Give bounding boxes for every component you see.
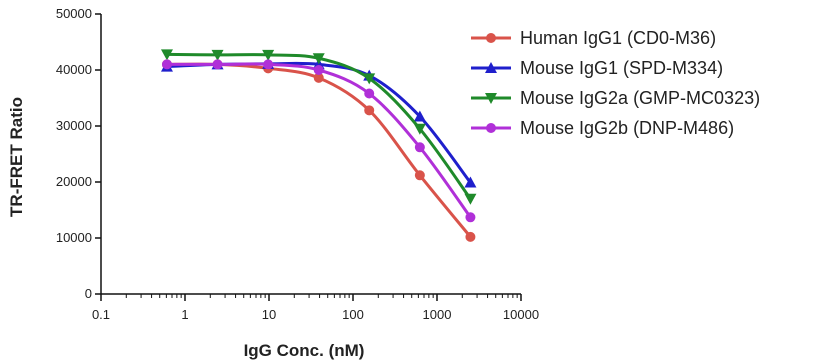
x-axis-title: IgG Conc. (nM) <box>244 341 365 360</box>
y-tick-label: 50000 <box>56 6 92 21</box>
legend-marker <box>486 33 496 43</box>
series-line <box>166 62 472 238</box>
y-tick-label: 30000 <box>56 118 92 133</box>
data-point <box>212 59 223 70</box>
data-point <box>414 170 425 181</box>
y-tick-label: 40000 <box>56 62 92 77</box>
legend-label: Human IgG1 (CD0-M36) <box>520 28 716 48</box>
x-tick-label: 0.1 <box>92 307 110 322</box>
x-tick-label: 10000 <box>503 307 539 322</box>
data-point <box>413 110 426 122</box>
x-tick-label: 10 <box>262 307 276 322</box>
y-tick-label: 0 <box>85 286 92 301</box>
legend-item: Mouse IgG2a (GMP-MC0323) <box>471 88 760 108</box>
data-point <box>160 49 173 61</box>
legend-label: Mouse IgG2a (GMP-MC0323) <box>520 88 760 108</box>
y-axis-title: TR-FRET Ratio <box>7 97 26 217</box>
data-point <box>363 73 376 85</box>
series-3 <box>160 49 477 205</box>
data-point <box>313 65 324 75</box>
data-point <box>263 59 274 70</box>
data-point <box>364 105 375 116</box>
series-line <box>166 62 472 219</box>
axes: 0 10000 20000 30000 40000 50000 0.1 1 10 100 1000 1… <box>56 6 539 322</box>
legend-marker <box>486 123 496 133</box>
series-layer <box>160 49 477 242</box>
legend-label: Mouse IgG2b (DNP-M486) <box>520 118 734 138</box>
data-point <box>161 59 172 70</box>
data-point <box>312 53 325 65</box>
series-4 <box>161 59 476 223</box>
data-point <box>262 49 275 61</box>
data-point <box>413 123 426 135</box>
x-tick-label: 1 <box>181 307 188 322</box>
legend-label: Mouse IgG1 (SPD-M334) <box>520 58 723 78</box>
y-tick-label: 10000 <box>56 230 92 245</box>
legend-item: Mouse IgG1 (SPD-M334) <box>471 58 723 78</box>
data-point <box>313 72 324 83</box>
data-point <box>464 193 477 205</box>
legend-item: Mouse IgG2b (DNP-M486) <box>471 118 734 138</box>
series-1 <box>161 59 476 242</box>
legend-marker <box>485 93 497 104</box>
data-point <box>464 176 477 188</box>
data-point <box>465 212 476 223</box>
legend-item: Human IgG1 (CD0-M36) <box>471 28 716 48</box>
legend-marker <box>485 62 497 73</box>
x-tick-label: 100 <box>342 307 364 322</box>
legend: Human IgG1 (CD0-M36) Mouse IgG1 (SPD-M334… <box>471 28 760 138</box>
data-point <box>414 142 425 153</box>
x-tick-label: 1000 <box>423 307 452 322</box>
data-point <box>465 231 476 242</box>
data-point <box>211 49 224 61</box>
data-point <box>364 88 375 99</box>
y-tick-label: 20000 <box>56 174 92 189</box>
